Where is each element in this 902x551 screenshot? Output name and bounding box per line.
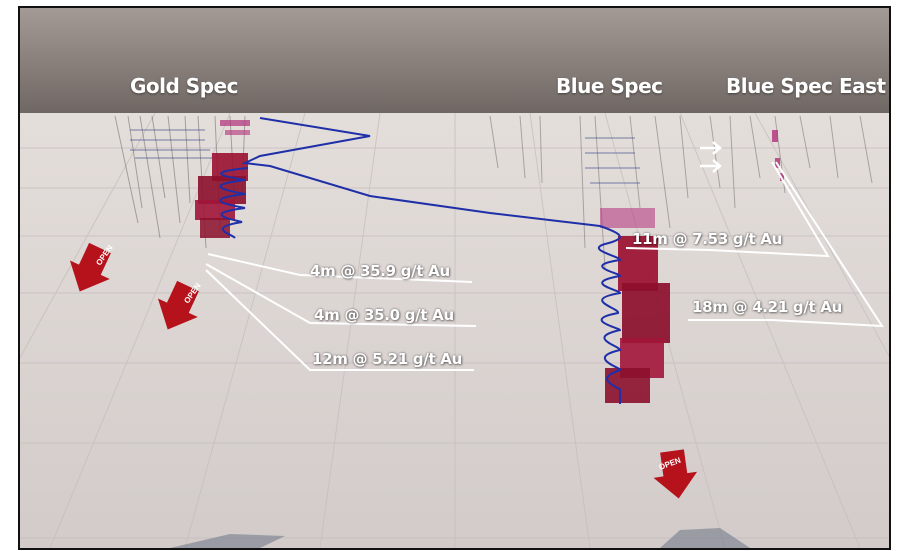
blue-spec-ore-body — [585, 137, 670, 403]
header-band — [20, 8, 889, 113]
callout-line-gold-1 — [207, 253, 473, 283]
title-gold-spec: Gold Spec — [130, 74, 238, 98]
intercept-blue-east-1: 18m @ 4.21 g/t Au — [692, 298, 842, 316]
ground-shadows — [170, 528, 750, 548]
open-arrow-icon — [69, 242, 111, 292]
intercept-gold-3: 12m @ 5.21 g/t Au — [312, 350, 462, 368]
title-blue-spec: Blue Spec — [556, 74, 663, 98]
open-arrow-icon — [157, 280, 199, 330]
callout-line-gold-2 — [205, 263, 477, 327]
callout-line-gold-3 — [205, 269, 474, 371]
floor-grid — [20, 112, 889, 548]
intercept-gold-2: 4m @ 35.0 g/t Au — [314, 306, 454, 324]
gold-spec-ore-body — [130, 120, 250, 238]
double-arrow-icon — [700, 141, 722, 173]
mine-3d-scene: OPEN OPEN OPEN — [20, 8, 889, 548]
open-arrow-icon — [653, 449, 698, 499]
drill-trace — [241, 117, 622, 404]
drill-trace-gold — [219, 167, 249, 239]
intercept-gold-1: 4m @ 35.9 g/t Au — [310, 262, 450, 280]
blue-spec-drillholes — [489, 115, 873, 269]
callout-line-blue-east — [688, 161, 884, 328]
callout-line-blue-1 — [625, 161, 830, 258]
scene-frame: OPEN OPEN OPEN Gold Spec Blue Spec Blue … — [18, 6, 891, 550]
title-blue-spec-east: Blue Spec East — [726, 74, 886, 98]
callout-lines — [205, 161, 884, 371]
intercept-blue-1: 11m @ 7.53 g/t Au — [632, 230, 782, 248]
